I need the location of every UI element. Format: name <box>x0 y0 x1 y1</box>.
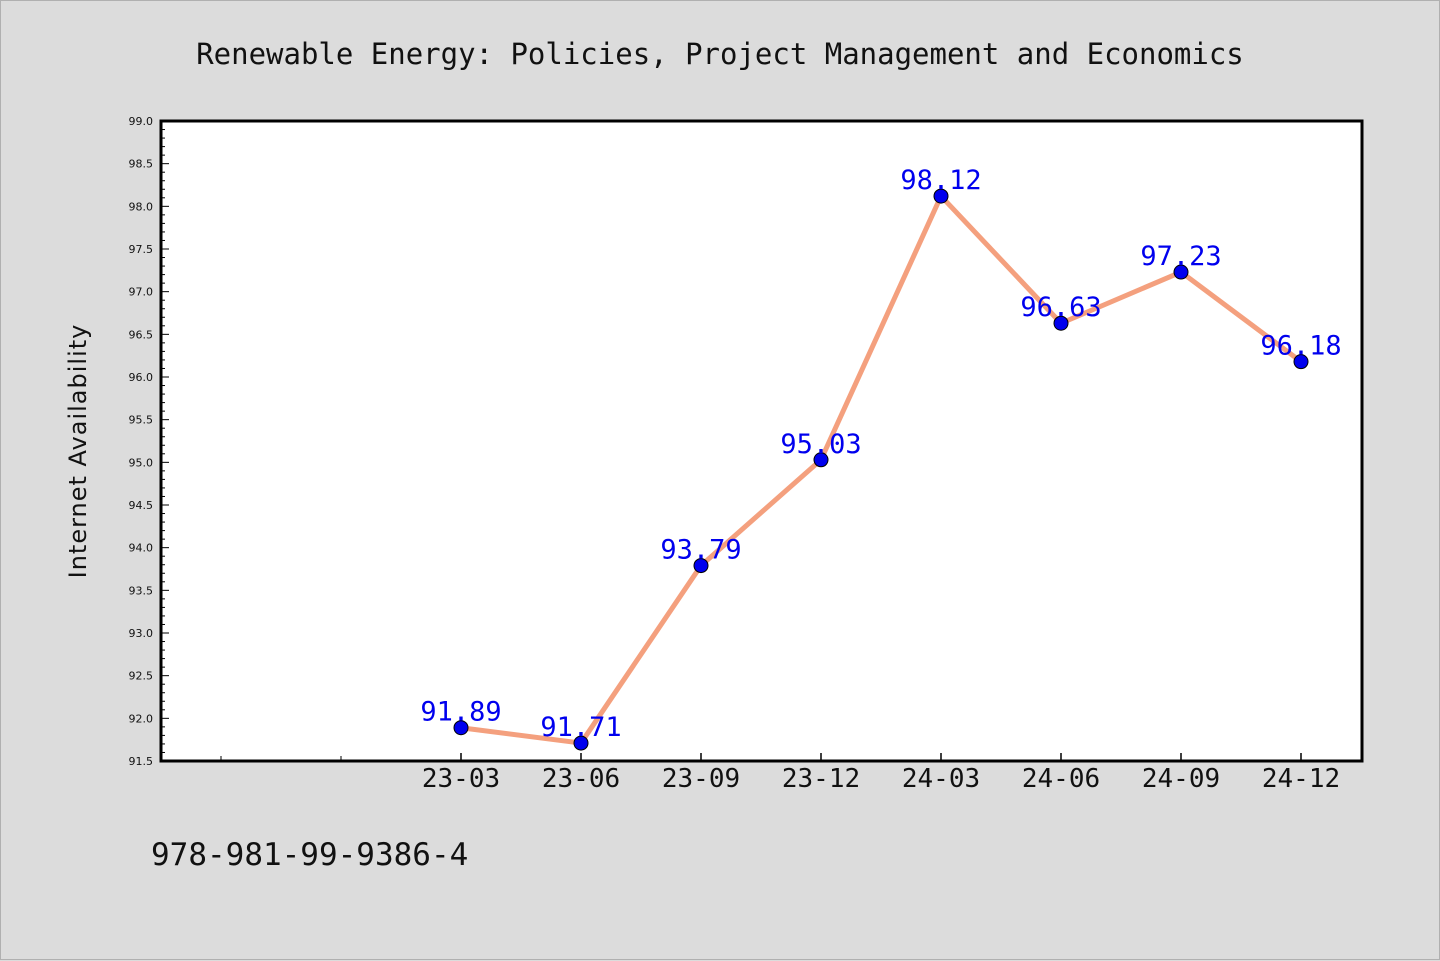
data-label: 91.89 <box>420 697 501 728</box>
y-tick-label: 97.5 <box>129 243 154 256</box>
y-tick-label: 98.5 <box>129 158 154 171</box>
x-tick-label: 23-06 <box>542 764 620 794</box>
data-point <box>1173 264 1189 280</box>
data-label: 96.63 <box>1020 292 1101 323</box>
data-point <box>933 188 949 204</box>
y-tick-label: 98.0 <box>129 200 154 213</box>
data-label: 97.23 <box>1140 241 1221 272</box>
chart-title: Renewable Energy: Policies, Project Mana… <box>196 37 1244 71</box>
data-point <box>813 452 829 468</box>
plot-border <box>159 119 1364 763</box>
x-tick-label: 24-03 <box>902 764 980 794</box>
y-tick-label: 94.0 <box>129 542 154 555</box>
y-tick-label: 93.5 <box>129 584 154 597</box>
series-layer: 91.89 91.71 93.79 95.03 98.12 96.63 97.23 96.18 <box>420 165 1342 751</box>
data-label: 98.12 <box>900 165 981 196</box>
data-label: 91.71 <box>540 712 621 743</box>
data-point <box>1293 354 1309 370</box>
x-tick-label: 24-09 <box>1142 764 1220 794</box>
x-tick-label: 23-03 <box>422 764 500 794</box>
plot-area <box>161 121 1362 761</box>
x-tick-label: 24-12 <box>1262 764 1340 794</box>
y-tick-label: 94.5 <box>129 499 154 512</box>
y-tick-label: 92.5 <box>129 670 154 683</box>
y-tick-label: 97.0 <box>129 286 154 299</box>
data-point <box>1053 315 1069 331</box>
data-label: 95.03 <box>780 429 861 460</box>
x-axis: 23-03 23-06 23-09 23-12 24-03 24-06 24-09 24-12 <box>220 753 1340 794</box>
x-tick-label: 23-12 <box>782 764 860 794</box>
isbn-code: 978-981-99-9386-4 <box>151 837 468 873</box>
y-tick-label: 95.0 <box>129 456 154 469</box>
series-line <box>460 193 1303 746</box>
data-point <box>573 735 589 751</box>
x-tick-label: 23-09 <box>662 764 740 794</box>
y-tick-label: 92.0 <box>129 712 154 725</box>
data-label: 96.18 <box>1260 331 1341 362</box>
data-point <box>693 558 709 574</box>
data-label: 93.79 <box>660 535 741 566</box>
y-axis-label: Internet Availability <box>64 324 92 579</box>
y-tick-label: 91.5 <box>129 755 154 768</box>
y-tick-label: 96.5 <box>129 328 154 341</box>
y-tick-label: 96.0 <box>129 371 154 384</box>
y-tick-label: 93.0 <box>129 627 154 640</box>
y-tick-label: 99.0 <box>129 115 154 128</box>
y-tick-label: 95.5 <box>129 414 154 427</box>
x-tick-label: 24-06 <box>1022 764 1100 794</box>
data-point <box>453 720 469 736</box>
